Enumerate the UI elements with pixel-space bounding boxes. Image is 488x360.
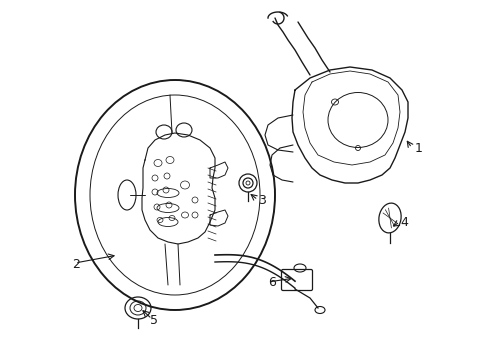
Text: 4: 4: [399, 216, 407, 229]
Text: 3: 3: [258, 194, 265, 207]
Text: 5: 5: [150, 314, 158, 327]
Text: 2: 2: [72, 258, 80, 271]
Text: 6: 6: [267, 275, 275, 288]
Text: 1: 1: [414, 141, 422, 154]
